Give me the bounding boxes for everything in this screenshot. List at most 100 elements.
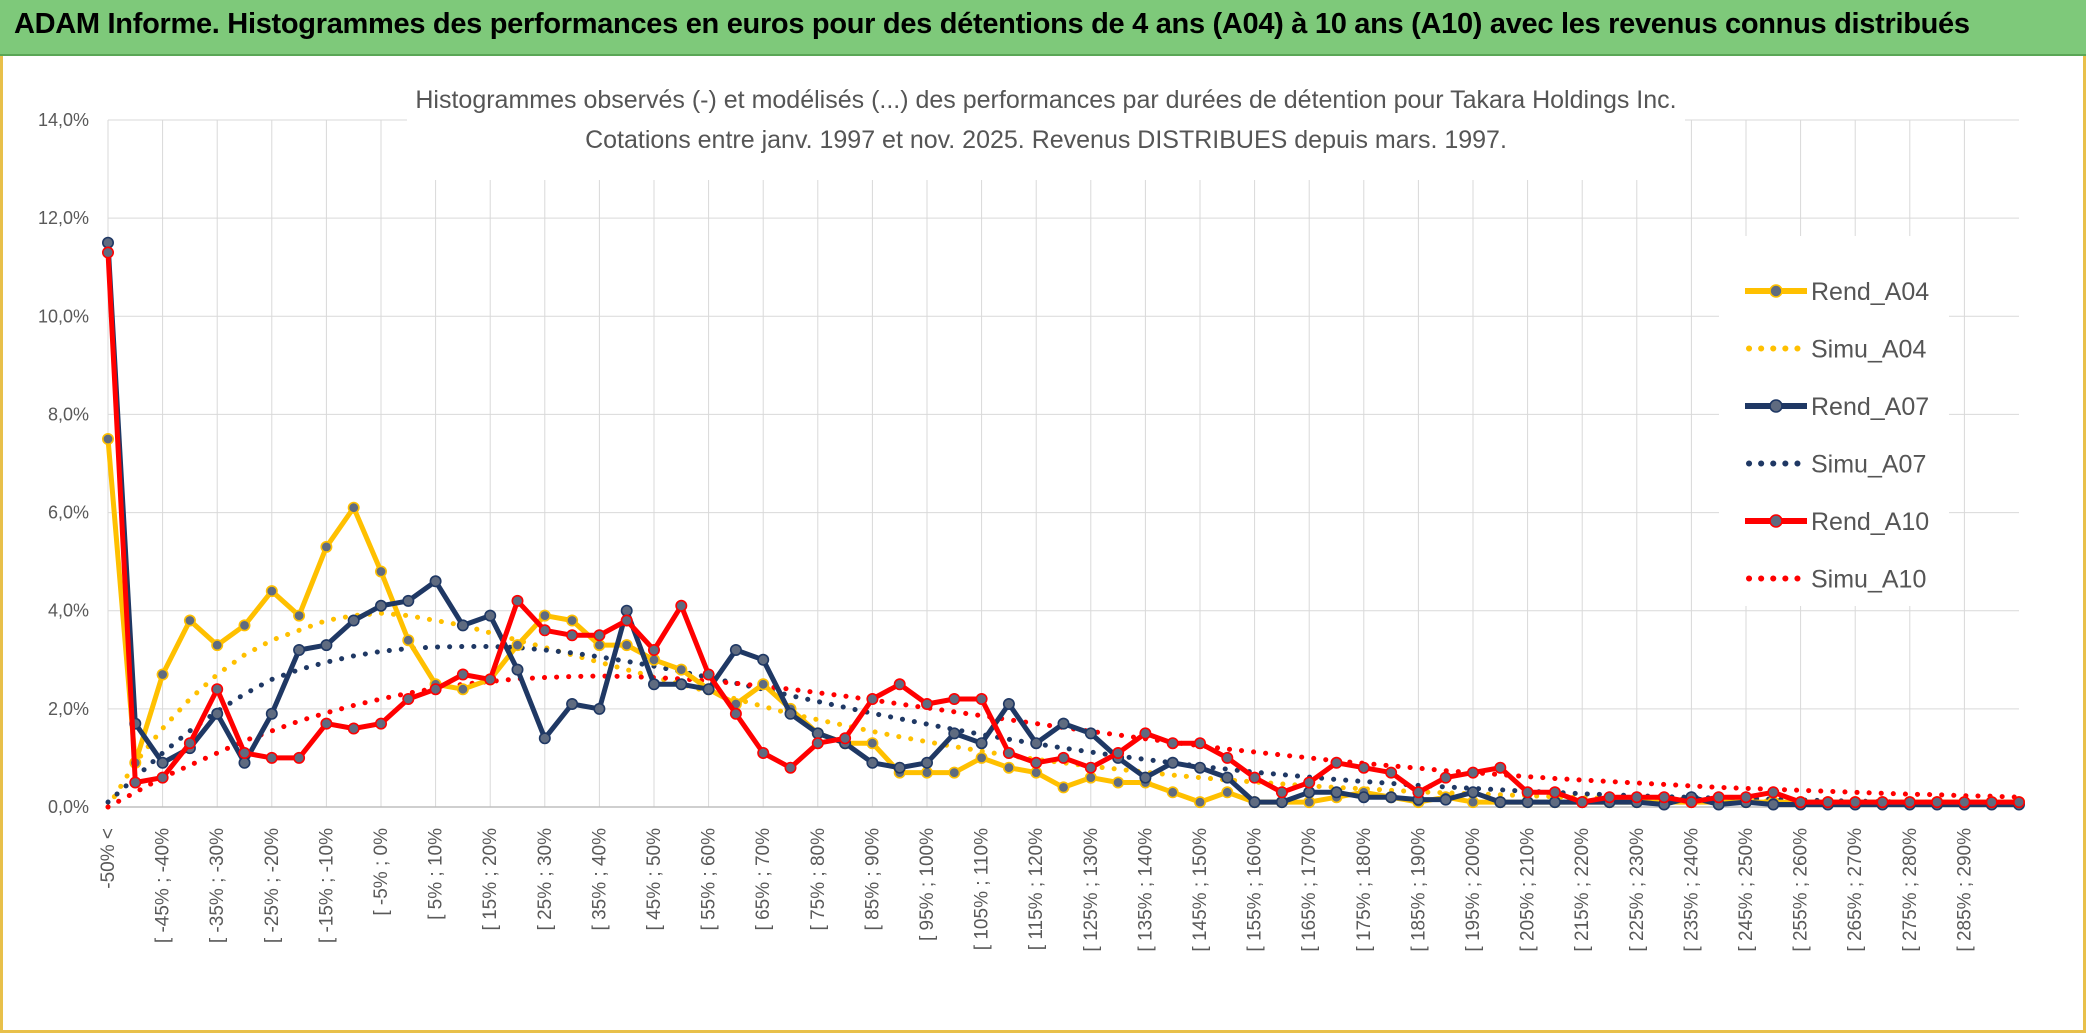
- data-point-rend-a10: [675, 599, 688, 612]
- data-point-rend-a04: [1194, 796, 1207, 809]
- x-tick-label: [ 165% ; 170%: [1299, 828, 1320, 952]
- x-tick-label: [ 5% ; 10%: [426, 828, 447, 920]
- chart-grid: [107, 119, 2019, 808]
- chart-frame: 0,0% 2,0% 4,0% 6,0% 8,0% 10,0% 12,0% 14,0% -50%…: [0, 56, 2086, 1033]
- data-point-rend-a10: [784, 761, 797, 774]
- data-point-rend-a10: [538, 624, 551, 637]
- x-tick-label: [ 215% ; 220%: [1572, 828, 1593, 952]
- chart-subtitle: Cotations entre janv. 1997 et nov. 2025.…: [585, 126, 1507, 154]
- data-point-rend-a07: [757, 653, 770, 666]
- y-tick-label: 4,0%: [48, 601, 89, 621]
- data-point-rend-a10: [757, 746, 770, 759]
- data-point-rend-a10: [1985, 796, 1998, 809]
- legend-marker-rend-a07: [1769, 399, 1783, 413]
- data-point-rend-a10: [1576, 796, 1589, 809]
- x-tick-label: [ 45% ; 50%: [644, 828, 665, 931]
- x-tick-label: [ 115% ; 120%: [1026, 828, 1047, 950]
- data-point-rend-a10: [1685, 796, 1698, 809]
- y-axis-labels: 0,0% 2,0% 4,0% 6,0% 8,0% 10,0% 12,0% 14,0%: [38, 110, 89, 817]
- data-point-rend-a04: [647, 653, 660, 666]
- data-point-rend-a04: [102, 432, 115, 445]
- data-point-rend-a07: [1494, 796, 1507, 809]
- legend-marker-rend-a10: [1769, 514, 1783, 528]
- data-point-rend-a10: [893, 678, 906, 691]
- y-tick-label: 12,0%: [38, 208, 89, 228]
- data-point-rend-a10: [238, 746, 251, 759]
- data-point-rend-a04: [1467, 796, 1480, 809]
- data-point-rend-a07: [1439, 793, 1452, 806]
- x-tick-label: [ 225% ; 230%: [1627, 828, 1648, 952]
- data-point-rend-a10: [1548, 786, 1561, 799]
- data-point-rend-a07: [156, 756, 169, 769]
- x-tick-label: [ 275% ; 280%: [1900, 828, 1921, 952]
- data-point-rend-a07: [866, 756, 879, 769]
- chart: 0,0% 2,0% 4,0% 6,0% 8,0% 10,0% 12,0% 14,0% -50%…: [38, 84, 2026, 952]
- data-point-rend-a10: [1002, 746, 1015, 759]
- data-point-rend-a07: [1357, 791, 1370, 804]
- data-point-rend-a10: [484, 673, 497, 686]
- data-point-rend-a10: [1467, 766, 1480, 779]
- data-point-rend-a10: [156, 771, 169, 784]
- y-tick-label: 14,0%: [38, 110, 89, 130]
- data-point-rend-a07: [238, 756, 251, 769]
- data-point-rend-a10: [1084, 761, 1097, 774]
- x-tick-label: [ -35% ; -30%: [207, 828, 228, 943]
- data-point-rend-a10: [1794, 796, 1807, 809]
- data-point-rend-a10: [320, 717, 333, 730]
- data-point-rend-a10: [183, 737, 196, 750]
- x-tick-label: -50% <: [98, 828, 119, 889]
- data-point-rend-a07: [729, 643, 742, 656]
- title-background: [407, 84, 1685, 180]
- data-point-rend-a10: [920, 697, 933, 710]
- data-point-rend-a10: [566, 629, 579, 642]
- data-point-rend-a10: [1494, 761, 1507, 774]
- data-point-rend-a07: [484, 609, 497, 622]
- legend-label-simu-a10: Simu_A10: [1811, 566, 1926, 594]
- data-point-rend-a07: [429, 575, 442, 588]
- banner: ADAM Informe. Histogrammes des performan…: [0, 0, 2086, 56]
- data-point-rend-a07: [1194, 761, 1207, 774]
- data-point-rend-a07: [538, 732, 551, 745]
- data-point-rend-a07: [1385, 791, 1398, 804]
- data-point-rend-a10: [102, 246, 115, 259]
- data-point-rend-a07: [1548, 796, 1561, 809]
- data-point-rend-a07: [265, 707, 278, 720]
- data-point-rend-a07: [1303, 786, 1316, 799]
- data-point-rend-a10: [811, 737, 824, 750]
- data-point-rend-a10: [1112, 746, 1125, 759]
- data-point-rend-a10: [1303, 776, 1316, 789]
- x-tick-label: [ 65% ; 70%: [753, 828, 774, 931]
- data-point-rend-a10: [1330, 756, 1343, 769]
- data-point-rend-a07: [920, 756, 933, 769]
- y-tick-label: 0,0%: [48, 797, 89, 817]
- data-point-rend-a10: [1030, 756, 1043, 769]
- x-tick-label: [ 245% ; 250%: [1736, 828, 1757, 952]
- data-point-rend-a07: [1166, 756, 1179, 769]
- data-point-rend-a07: [1467, 786, 1480, 799]
- x-tick-label: [ 265% ; 270%: [1845, 828, 1866, 952]
- data-point-rend-a04: [1057, 781, 1070, 794]
- data-point-rend-a07: [975, 737, 988, 750]
- x-tick-label: [ 285% ; 290%: [1954, 828, 1975, 952]
- x-tick-label: [ -15% ; -10%: [316, 828, 337, 943]
- x-tick-label: [ 125% ; 130%: [1081, 828, 1102, 952]
- data-point-rend-a10: [1057, 751, 1070, 764]
- legend-label-rend-a10: Rend_A10: [1811, 508, 1929, 536]
- data-point-rend-a07: [347, 614, 360, 627]
- data-point-rend-a04: [1002, 761, 1015, 774]
- x-tick-label: [ 75% ; 80%: [808, 828, 829, 931]
- data-point-rend-a10: [1712, 791, 1725, 804]
- x-tick-label: [ 55% ; 60%: [699, 828, 720, 931]
- data-point-rend-a07: [402, 594, 415, 607]
- data-point-rend-a07: [1275, 796, 1288, 809]
- data-point-rend-a10: [129, 776, 142, 789]
- data-point-rend-a07: [647, 678, 660, 691]
- data-point-rend-a10: [1821, 796, 1834, 809]
- data-point-rend-a04: [1303, 796, 1316, 809]
- data-point-rend-a07: [1221, 771, 1234, 784]
- data-point-rend-a04: [320, 540, 333, 553]
- data-point-rend-a07: [374, 599, 387, 612]
- data-point-rend-a10: [402, 692, 415, 705]
- x-tick-label: [ 35% ; 40%: [589, 828, 610, 931]
- data-point-rend-a10: [1385, 766, 1398, 779]
